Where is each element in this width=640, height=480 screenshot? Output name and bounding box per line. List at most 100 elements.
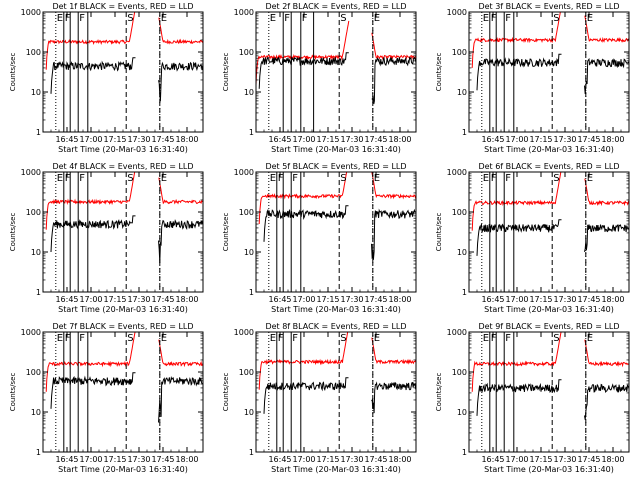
marker-letter: E: [161, 13, 167, 24]
x-tick-label: 18:00: [388, 295, 411, 304]
axes-frame: [42, 331, 204, 453]
marker-letter: E: [587, 173, 593, 184]
marker-letter: E: [57, 333, 63, 344]
marker-letter: F: [65, 333, 71, 344]
x-tick-label: 16:45: [55, 135, 78, 144]
x-axis-label: Start Time (20-Mar-03 16:31:40): [58, 305, 188, 314]
marker-letter: S: [127, 173, 133, 184]
marker-letter: E: [270, 13, 276, 24]
y-tick-label: 1000: [234, 328, 254, 337]
x-tick-label: 17:00: [79, 455, 102, 464]
y-tick-label: 1: [36, 448, 41, 457]
y-tick-label: 10: [457, 408, 467, 417]
x-tick-label: 16:45: [481, 455, 504, 464]
marker-letter: F: [491, 173, 497, 184]
x-axis-label: Start Time (20-Mar-03 16:31:40): [484, 305, 614, 314]
events-series-line: [263, 377, 416, 414]
x-axis-label: Start Time (20-Mar-03 16:31:40): [271, 145, 401, 154]
y-tick-label: 1: [462, 288, 467, 297]
marker-letter: E: [270, 173, 276, 184]
x-tick-label: 17:15: [529, 295, 552, 304]
y-tick-label: 1: [249, 448, 254, 457]
marker-letter: F: [65, 13, 71, 24]
events-series-line: [476, 379, 629, 420]
y-tick-label: 100: [452, 208, 467, 217]
y-tick-label: 1000: [234, 168, 254, 177]
x-tick-label: 17:45: [151, 295, 174, 304]
panel-title: Det 2f BLACK = Events, RED = LLD: [265, 2, 406, 11]
lld-series-line: [258, 172, 416, 225]
x-tick-label: 17:15: [316, 135, 339, 144]
marker-letter: F: [505, 13, 511, 24]
y-tick-label: 1: [36, 288, 41, 297]
marker-letter: S: [340, 333, 346, 344]
marker-letter: S: [127, 13, 133, 24]
x-tick-label: 16:45: [55, 295, 78, 304]
panel-title: Det 6f BLACK = Events, RED = LLD: [478, 162, 619, 171]
lld-series-line: [45, 12, 203, 70]
events-series-line: [50, 57, 203, 102]
x-tick-label: 18:00: [388, 455, 411, 464]
x-tick-label: 16:45: [481, 135, 504, 144]
marker-letter: E: [57, 173, 63, 184]
marker-letter: F: [505, 173, 511, 184]
panel-title: Det 9f BLACK = Events, RED = LLD: [478, 322, 619, 331]
y-axis-label: Counts/sec: [435, 373, 443, 412]
panel-title: Det 1f BLACK = Events, RED = LLD: [52, 2, 193, 11]
lld-series-line: [471, 12, 629, 68]
y-tick-label: 100: [239, 48, 254, 57]
x-axis-label: Start Time (20-Mar-03 16:31:40): [271, 305, 401, 314]
marker-letter: S: [127, 333, 133, 344]
marker-letter: E: [374, 333, 380, 344]
y-tick-label: 100: [26, 48, 41, 57]
x-tick-label: 17:00: [79, 295, 102, 304]
y-tick-label: 10: [457, 88, 467, 97]
x-tick-label: 17:00: [292, 295, 315, 304]
panel-data: [45, 332, 203, 452]
events-series-line: [50, 215, 203, 263]
x-tick-label: 18:00: [175, 135, 198, 144]
y-tick-label: 10: [244, 88, 254, 97]
panel-data: [471, 172, 629, 292]
y-tick-label: 1: [249, 128, 254, 137]
marker-letter: S: [553, 173, 559, 184]
marker-letter: E: [587, 333, 593, 344]
x-tick-label: 17:00: [505, 135, 528, 144]
axes-frame: [255, 171, 417, 293]
y-axis-label: Counts/sec: [9, 213, 17, 252]
marker-letter: F: [284, 13, 290, 24]
x-tick-label: 18:00: [601, 455, 624, 464]
x-tick-label: 18:00: [388, 135, 411, 144]
panel-data: [45, 12, 203, 132]
marker-letter: F: [65, 173, 71, 184]
panel-data: [258, 172, 416, 292]
marker-letter: F: [278, 173, 284, 184]
axes-frame: [468, 331, 630, 453]
x-tick-label: 17:45: [151, 455, 174, 464]
x-tick-label: 17:45: [364, 455, 387, 464]
marker-letter: F: [302, 13, 308, 24]
x-axis-label: Start Time (20-Mar-03 16:31:40): [271, 465, 401, 474]
panel-data: [258, 332, 416, 452]
y-tick-label: 1: [462, 448, 467, 457]
y-tick-label: 1000: [21, 168, 41, 177]
marker-letter: E: [483, 13, 489, 24]
x-tick-label: 16:45: [268, 135, 291, 144]
events-series-line: [476, 53, 629, 94]
events-series-line: [263, 205, 416, 260]
marker-letter: E: [161, 173, 167, 184]
marker-letter: F: [292, 173, 298, 184]
marker-letter: E: [483, 173, 489, 184]
panel-title: Det 8f BLACK = Events, RED = LLD: [265, 322, 406, 331]
y-tick-label: 1: [249, 288, 254, 297]
x-tick-label: 17:45: [577, 295, 600, 304]
x-tick-label: 17:30: [553, 295, 576, 304]
x-tick-label: 16:45: [481, 295, 504, 304]
axes-frame: [255, 331, 417, 453]
y-axis-label: Counts/sec: [9, 53, 17, 92]
